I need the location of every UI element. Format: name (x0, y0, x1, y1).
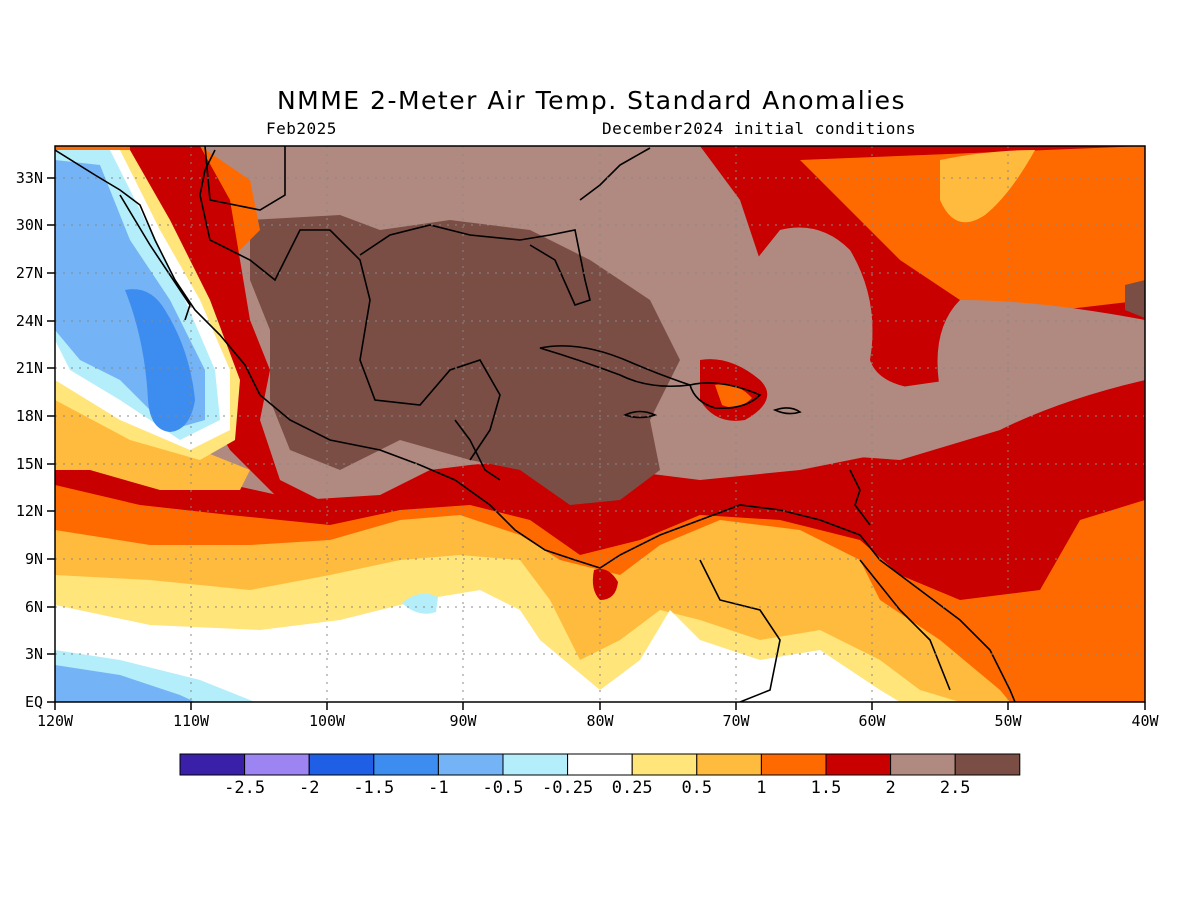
lon-labels: 120W 110W 100W 90W 80W 70W 60W 50W 40W (37, 712, 1160, 730)
lon-label: 110W (173, 712, 210, 730)
lat-label: 24N (16, 312, 43, 330)
colorbar-swatch (244, 753, 310, 776)
lat-labels: EQ 3N 6N 9N 12N 15N 18N 21N 24N 27N 30N … (16, 169, 43, 711)
colorbar-swatch (567, 753, 633, 776)
lat-label: 27N (16, 264, 43, 282)
zone-cool-spot (402, 593, 438, 614)
zone-pacific-colder (125, 289, 195, 432)
map-title: NMME 2-Meter Air Temp. Standard Anomalie… (276, 86, 907, 115)
lat-label: 21N (16, 359, 43, 377)
colorbar-swatch (631, 753, 698, 776)
anomaly-field (55, 146, 1145, 702)
lon-label: 50W (994, 712, 1022, 730)
init-conditions: December2024 initial conditions (602, 119, 917, 138)
colorbar-label: 1 (756, 778, 766, 798)
colorbar-label: -1 (428, 778, 448, 798)
coastlines (55, 146, 1016, 702)
baja-peninsula (119, 194, 191, 321)
lat-label: 9N (25, 550, 43, 568)
zone-atlantic-orange (800, 146, 1145, 310)
us-mexico-border (204, 146, 286, 211)
zone-baja-red (130, 146, 320, 500)
colorbar-label: 2.5 (940, 778, 971, 798)
puerto-rico (772, 407, 802, 415)
colorbar-swatch (437, 753, 504, 776)
colorbar-label: -1.5 (353, 778, 394, 798)
lesser-antilles (849, 469, 871, 526)
valid-month: Feb2025 (266, 119, 337, 138)
lat-label: 33N (16, 169, 43, 187)
colorbar-label: -0.25 (542, 778, 593, 798)
colorbar-swatch (308, 753, 375, 776)
lat-label: 12N (16, 502, 43, 520)
hispaniola (688, 382, 762, 410)
lon-label: 120W (37, 712, 74, 730)
colorbar-label: -2.5 (224, 778, 265, 798)
colorbar-swatch (502, 753, 569, 776)
guyana-border (859, 559, 951, 691)
colorbar-swatch (890, 753, 956, 776)
lon-label: 60W (858, 712, 886, 730)
us-gulf-coast (359, 224, 591, 306)
south-america-coast (619, 504, 1016, 702)
venezuela-border (699, 559, 781, 702)
zone-far-east (1125, 280, 1145, 318)
colorbar-labels: -2.5 -2 -1.5 -1 -0.5 -0.25 0.25 0.5 1 1.5 2 2.5 (224, 778, 970, 798)
lat-label: 30N (16, 216, 43, 234)
jamaica (622, 410, 658, 419)
zone-neutral (55, 590, 900, 702)
colorbar-label: 2 (885, 778, 895, 798)
colorbar-swatch (373, 753, 439, 776)
lon-label: 80W (586, 712, 614, 730)
colorbar-swatch (954, 753, 1021, 776)
axis-ticks (47, 177, 1146, 710)
lon-label: 70W (722, 712, 750, 730)
colorbar-label: -0.5 (483, 778, 524, 798)
lon-label: 40W (1131, 712, 1159, 730)
colorbar-label: 1.5 (811, 778, 842, 798)
zone-2-5-caribbean (250, 215, 680, 505)
lat-label: 6N (25, 598, 43, 616)
gridlines (55, 146, 1145, 702)
zone-atlantic-gold (940, 150, 1035, 223)
us-east-coast (579, 147, 651, 201)
colorbar-swatch (760, 753, 827, 776)
colorbar-swatch (179, 753, 246, 776)
pacific-coast (55, 149, 621, 569)
colorbar (179, 753, 1021, 776)
colorbar-label: 0.5 (681, 778, 712, 798)
central-america-border (454, 419, 501, 481)
zone-atlantic-brown (700, 227, 1145, 460)
lon-label: 90W (449, 712, 477, 730)
lat-label: 3N (25, 645, 43, 663)
zone-panama-spot (592, 568, 618, 600)
zone-hispaniola-core (715, 383, 752, 408)
colorbar-label: 0.25 (612, 778, 653, 798)
colorbar-swatch (696, 753, 762, 776)
colorbar-swatch (825, 753, 892, 776)
lon-label: 100W (309, 712, 346, 730)
lat-label: 18N (16, 407, 43, 425)
gulf-coast (199, 149, 501, 461)
zone-cold-south (55, 665, 195, 702)
lat-label: 15N (16, 455, 43, 473)
colorbar-label: -2 (299, 778, 319, 798)
lat-label: EQ (25, 693, 43, 711)
